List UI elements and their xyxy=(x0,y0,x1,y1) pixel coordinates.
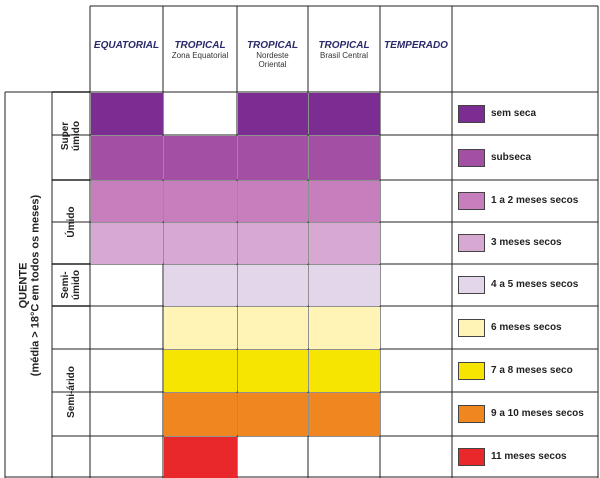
column-header-title: TEMPERADO xyxy=(384,40,448,51)
grid-cell xyxy=(91,223,163,264)
row-group-label-line: Semi- xyxy=(60,271,71,299)
legend-swatch xyxy=(458,405,485,423)
grid-cell xyxy=(238,223,308,264)
grid-cell xyxy=(309,136,380,180)
grid-cell xyxy=(238,307,308,349)
row-axis-title-main: QUENTE xyxy=(16,262,29,308)
grid-cell xyxy=(91,136,163,180)
legend-label: 6 meses secos xyxy=(491,321,562,333)
legend-swatch xyxy=(458,234,485,252)
grid-cell xyxy=(309,350,380,392)
row-group-label: Super úmido xyxy=(52,92,90,180)
grid-cell xyxy=(91,93,163,135)
grid-cell xyxy=(238,136,308,180)
legend-swatch xyxy=(458,104,485,123)
legend-swatch xyxy=(458,276,485,294)
legend-label: 4 a 5 meses secos xyxy=(491,279,579,290)
legend-label: 1 a 2 meses secos xyxy=(491,195,579,206)
legend-label: 11 meses secos xyxy=(491,451,567,462)
row-group-label: Úmido xyxy=(52,180,90,264)
column-header-title: TROPICAL xyxy=(174,40,226,51)
legend-label: sem seca xyxy=(491,107,537,119)
column-header-equatorial: EQUATORIAL xyxy=(90,40,163,51)
grid-cell xyxy=(309,265,380,306)
grid-cell xyxy=(309,307,380,349)
column-header-title: EQUATORIAL xyxy=(93,40,160,51)
legend-swatch xyxy=(458,448,485,466)
row-group-label-line: Semi-árido xyxy=(65,366,77,418)
grid-cell xyxy=(238,93,308,135)
grid-cell xyxy=(164,437,237,478)
grid-cell xyxy=(164,223,237,264)
grid-cell xyxy=(238,181,308,222)
column-header-subtitle: Nordeste Oriental xyxy=(256,51,289,69)
row-group-label-line: Super xyxy=(60,121,71,151)
row-group-label-line: úmido xyxy=(71,121,82,151)
column-header-title: TROPICAL xyxy=(246,40,299,51)
row-group-label-line: Úmido xyxy=(65,206,77,238)
grid-cell xyxy=(309,181,380,222)
row-axis-title: QUENTE (média > 18°C em todos os meses) xyxy=(5,92,52,478)
legend-swatch xyxy=(458,192,485,210)
row-axis-subtitle: (média > 18°C em todos os meses) xyxy=(28,194,41,376)
grid-cell xyxy=(238,350,308,392)
column-header-title: TROPICAL xyxy=(318,40,370,51)
legend-swatch xyxy=(458,318,485,337)
row-group-label: Semi-úmido xyxy=(52,264,90,306)
column-header-tropical-bc: TROPICAL Brasil Central xyxy=(308,40,380,60)
grid-cell xyxy=(164,136,237,180)
grid-cell xyxy=(164,393,237,436)
grid-cell xyxy=(164,181,237,222)
grid-cell xyxy=(309,393,380,436)
grid-cell xyxy=(164,350,237,392)
legend-label: subseca xyxy=(491,151,532,163)
legend-label: 7 a 8 meses seco xyxy=(491,364,573,376)
column-header-subtitle: Brasil Central xyxy=(319,51,368,60)
grid-cell xyxy=(309,223,380,264)
grid-cell xyxy=(238,265,308,306)
row-group-label-line: úmido xyxy=(71,270,82,300)
column-header-tropical-nd: TROPICAL Nordeste Oriental xyxy=(237,40,308,69)
row-group-label: Semi-árido xyxy=(52,306,90,478)
column-header-subtitle: Zona Equatorial xyxy=(171,51,229,60)
legend-swatch xyxy=(458,361,485,380)
column-header-temperado: TEMPERADO xyxy=(380,40,452,51)
grid-cell xyxy=(238,393,308,436)
legend-swatch xyxy=(458,148,485,167)
grid-cell xyxy=(164,307,237,349)
column-header-tropical-ze: TROPICAL Zona Equatorial xyxy=(163,40,237,60)
legend-label: 9 a 10 meses secos xyxy=(491,408,584,419)
legend-label: 3 meses secos xyxy=(491,237,562,248)
grid-cell xyxy=(309,93,380,135)
grid-cell xyxy=(164,265,237,306)
grid-cell xyxy=(91,181,163,222)
